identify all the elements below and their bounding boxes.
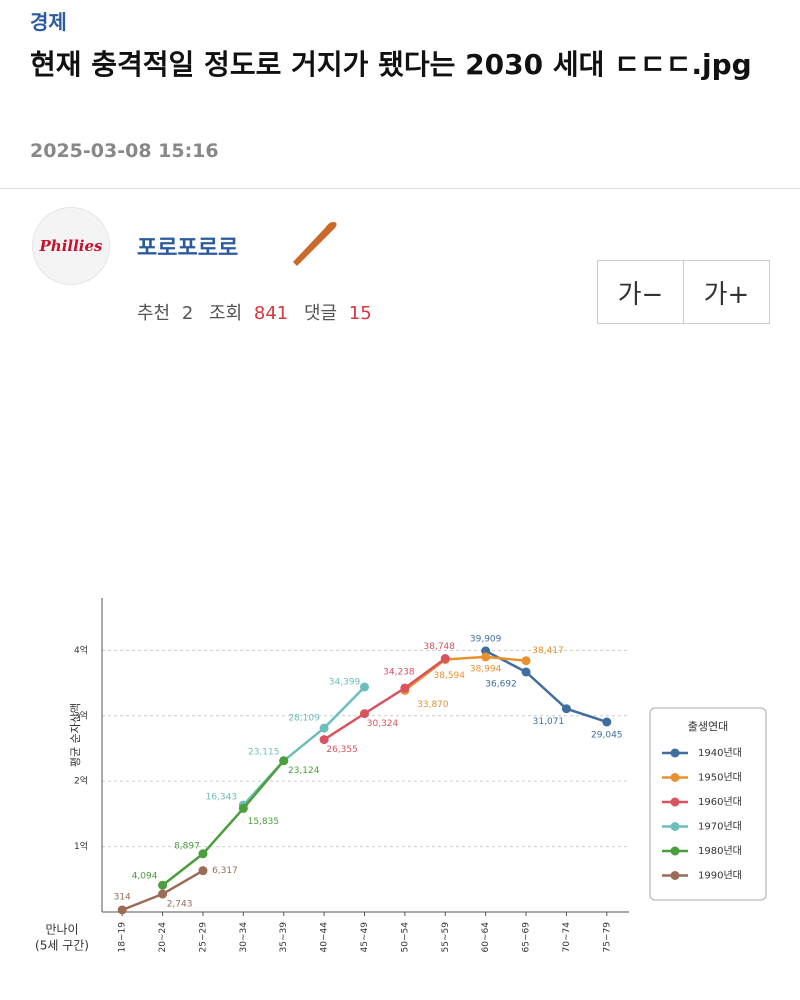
point — [400, 683, 410, 693]
avatar-text: Phillies — [39, 237, 103, 255]
point — [158, 889, 168, 899]
series-line — [323, 657, 447, 741]
legend-label: 1980년대 — [698, 845, 742, 857]
x-tick-label: 55~59 — [441, 922, 451, 953]
point — [238, 803, 248, 813]
data-label: 34,238 — [383, 668, 415, 678]
post-title: 현재 충격적일 정도로 거지가 됐다는 2030 세대 ㄷㄷㄷ.jpg — [30, 48, 752, 81]
x-tick-label: 65~69 — [522, 922, 532, 953]
font-smaller[interactable]: 가− — [617, 279, 664, 310]
legend-label: 1990년대 — [698, 870, 742, 882]
series-line — [161, 759, 285, 887]
data-label: 29,045 — [591, 730, 623, 740]
point — [198, 866, 208, 876]
stat-count: 841 — [253, 303, 289, 324]
data-label: 23,115 — [248, 747, 280, 757]
data-label: 38,417 — [532, 646, 564, 656]
data-label: 38,748 — [424, 642, 456, 652]
data-label: 15,835 — [248, 817, 280, 827]
font-buttons: 가− 가+ — [597, 260, 770, 324]
bat-icon — [293, 222, 337, 266]
x-tick-label: 70~74 — [562, 922, 572, 953]
author[interactable]: 포로포로로 — [137, 236, 239, 261]
x-tick-label: 60~64 — [481, 922, 491, 953]
data-label: 38,594 — [434, 671, 466, 681]
data-label: 26,355 — [326, 745, 358, 755]
data-label: 31,071 — [533, 717, 565, 727]
point — [360, 682, 369, 692]
x-tick-label: 35~39 — [279, 922, 289, 953]
data-label: 33,870 — [417, 700, 449, 710]
point — [360, 709, 369, 719]
data-label: 16,343 — [206, 793, 238, 803]
data-label: 6,317 — [212, 866, 238, 876]
x-tick-label: 18~19 — [118, 922, 128, 953]
legend-swatch — [670, 822, 680, 831]
stat-label: 댓글 — [304, 303, 338, 324]
legend-label: 1940년대 — [698, 747, 742, 759]
x-tick-label: 50~54 — [400, 922, 410, 953]
separator — [0, 188, 800, 189]
point — [319, 735, 329, 745]
post-date: 2025-03-08 15:16 — [30, 140, 219, 162]
x-tick-label: 25~29 — [198, 922, 208, 953]
avatar[interactable]: Phillies — [32, 207, 110, 285]
series-line — [485, 649, 608, 724]
point — [521, 656, 531, 666]
stat-count: 15 — [348, 303, 372, 324]
legend-swatch — [670, 797, 680, 807]
y-tick-label: 2억 — [74, 775, 88, 787]
legend-swatch — [670, 846, 680, 856]
legend-title: 출생연대 — [688, 720, 728, 733]
y-axis-label: 평균 순자산액 — [69, 703, 82, 767]
x-tick-label: 40~44 — [320, 922, 330, 953]
x-tick-label: 75~79 — [602, 922, 612, 953]
data-label: 39,909 — [470, 634, 502, 644]
legend-label: 1960년대 — [698, 796, 742, 808]
point — [117, 905, 127, 915]
data-label: 34,399 — [329, 677, 361, 687]
legend-label: 1970년대 — [698, 821, 742, 833]
data-label: 30,324 — [367, 719, 399, 729]
point — [279, 756, 289, 766]
data-label: 4,094 — [132, 872, 158, 882]
point — [521, 667, 531, 677]
y-tick-label: 4억 — [74, 644, 88, 656]
x-tick-label: 45~49 — [360, 922, 370, 953]
data-label: 36,692 — [485, 679, 517, 689]
data-label: 8,897 — [174, 841, 200, 851]
legend-swatch — [670, 871, 680, 880]
category[interactable]: 경제 — [30, 10, 67, 34]
series-line — [404, 655, 527, 692]
point — [602, 717, 612, 727]
x-tick-label: 20~24 — [158, 922, 168, 953]
x-tick-label: 30~34 — [239, 922, 249, 953]
point — [561, 704, 571, 714]
point — [481, 652, 491, 662]
data-label: 23,124 — [288, 766, 320, 776]
data-label: 38,994 — [470, 664, 502, 674]
y-tick-label: 1억 — [74, 840, 88, 852]
legend-label: 1950년대 — [698, 772, 742, 784]
point — [319, 723, 329, 733]
data-label: 2,743 — [167, 900, 193, 910]
data-label: 28,109 — [288, 714, 320, 724]
legend-swatch — [670, 773, 680, 782]
y-tick-label: 3억 — [74, 709, 88, 721]
legend-swatch — [670, 748, 680, 758]
stats: 추천 2 조회 841 댓글 15 — [137, 299, 382, 325]
point — [440, 654, 450, 664]
point — [198, 849, 208, 859]
font-larger[interactable]: 가+ — [683, 261, 769, 323]
data-label: 314 — [114, 892, 131, 902]
stat-label: 조회 — [209, 303, 243, 324]
stat-label: 추천 — [137, 303, 171, 324]
point — [158, 880, 168, 890]
x-axis-label: 만나이 — [45, 923, 78, 937]
stat-count: 2 — [181, 303, 194, 324]
x-axis-label: (5세 구간) — [35, 939, 89, 953]
